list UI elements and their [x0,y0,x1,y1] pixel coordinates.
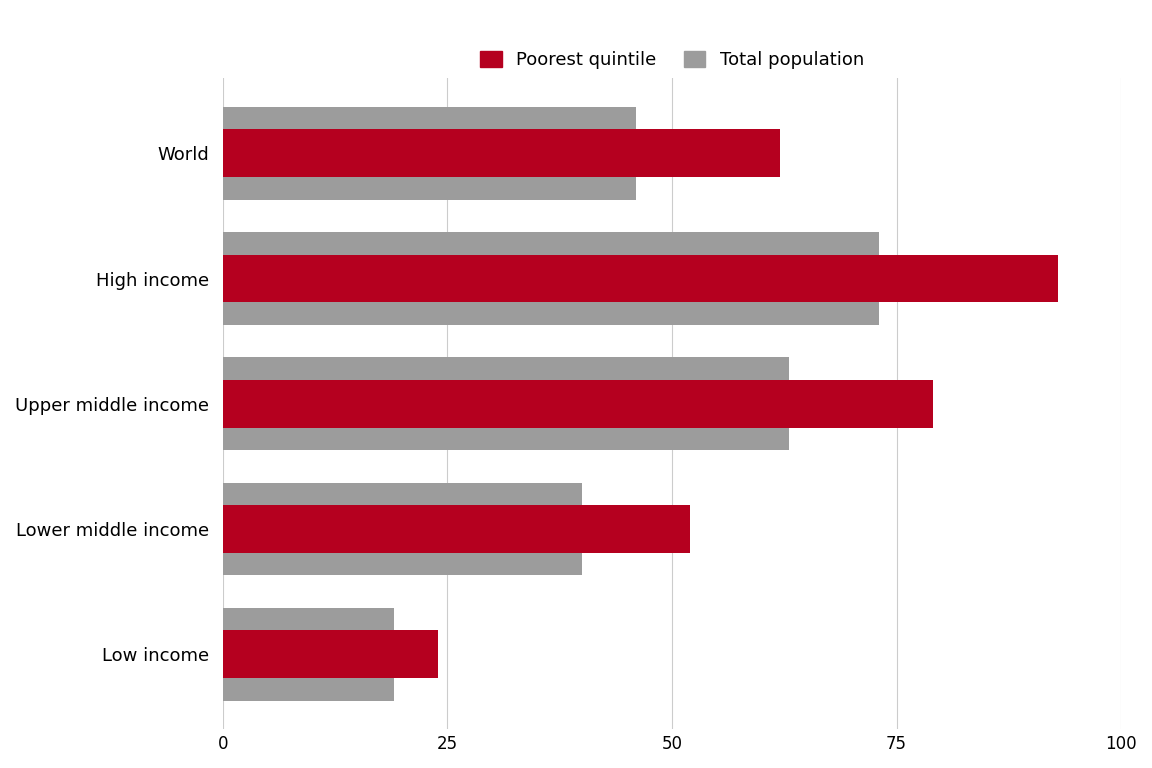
Bar [222,482,582,505]
Bar [222,255,1059,303]
Bar [222,678,394,700]
Bar [222,553,582,575]
Bar [222,428,789,450]
Bar [222,631,439,678]
Bar [222,107,636,130]
Bar [222,505,690,553]
Bar [222,303,879,325]
Bar [222,357,789,380]
Bar [222,232,879,255]
Legend: Poorest quintile, Total population: Poorest quintile, Total population [471,41,873,78]
Bar [222,380,933,428]
Bar [222,177,636,200]
Bar [222,130,780,177]
Bar [222,608,394,631]
